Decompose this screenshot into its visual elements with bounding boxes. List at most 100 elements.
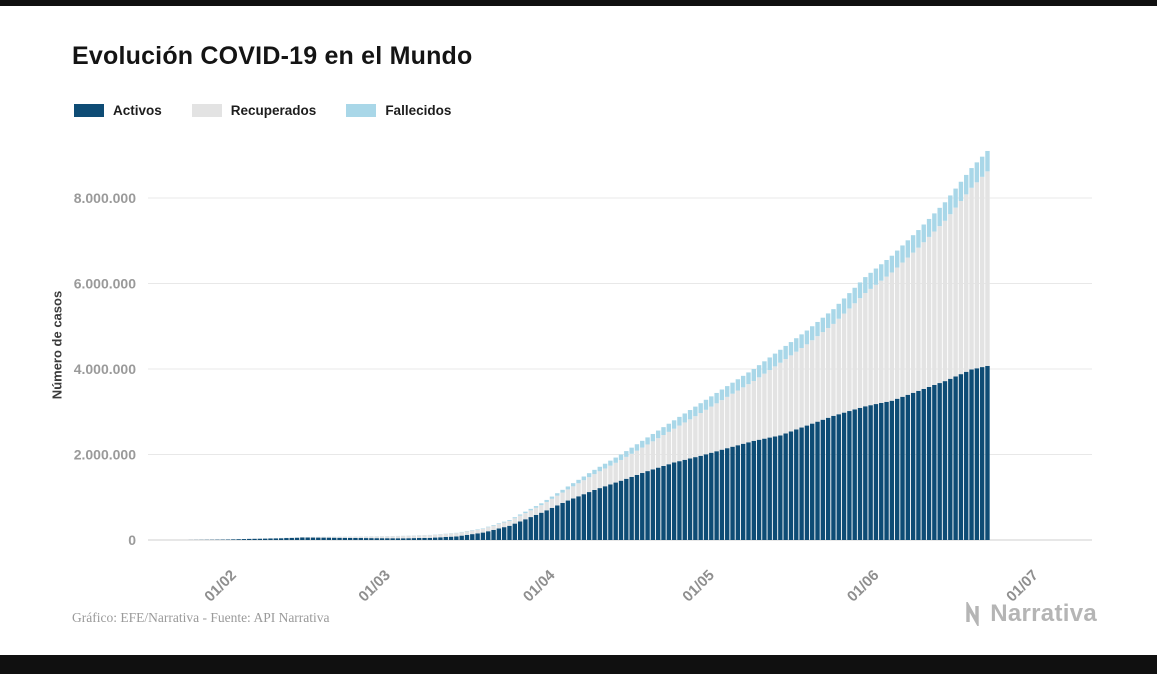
bar-recuperados — [873, 284, 879, 405]
bar-fallecidos — [655, 430, 661, 439]
bar-activos — [624, 478, 629, 540]
bar-recuperados — [804, 344, 810, 426]
bar-recuperados — [533, 507, 539, 515]
bar-fallecidos — [666, 423, 672, 432]
bar-recuperados — [501, 522, 507, 528]
bar-fallecidos — [942, 202, 948, 221]
bar-fallecidos — [910, 235, 916, 253]
bar-activos — [337, 537, 342, 540]
bar-activos — [289, 537, 294, 540]
bar-activos — [231, 539, 236, 540]
x-tick-label: 01/02 — [201, 567, 240, 606]
bar-recuperados — [427, 535, 433, 538]
bar-activos — [767, 437, 772, 540]
bar-activos — [252, 538, 257, 540]
bar-activos — [740, 443, 746, 540]
bar-recuperados — [571, 486, 576, 499]
bar-recuperados — [900, 262, 905, 397]
bar-recuperados — [528, 510, 533, 518]
bar-fallecidos — [735, 379, 741, 391]
bar-activos — [273, 538, 278, 540]
bar-recuperados — [592, 474, 597, 490]
bar-activos — [517, 521, 523, 540]
bar-recuperados — [560, 492, 565, 503]
bar-activos — [427, 537, 433, 540]
bar-recuperados — [836, 318, 841, 415]
legend-swatch-recuperados — [191, 104, 222, 117]
bar-activos — [916, 390, 921, 540]
bar-recuperados — [698, 413, 703, 456]
bar-recuperados — [985, 171, 990, 366]
bar-recuperados — [353, 536, 358, 538]
bar-activos — [687, 458, 693, 540]
bar-activos — [422, 537, 427, 540]
y-tick-label: 2.000.000 — [74, 447, 136, 463]
bar-activos — [884, 401, 889, 540]
bar-activos — [645, 471, 650, 540]
bar-activos — [326, 537, 332, 540]
bar-recuperados — [953, 207, 958, 377]
bar-recuperados — [767, 370, 772, 438]
bar-recuperados — [857, 298, 863, 408]
bar-fallecidos — [756, 365, 762, 378]
bar-activos — [597, 488, 602, 540]
bar-recuperados — [746, 384, 751, 443]
bar-recuperados — [321, 536, 326, 538]
bar-activos — [926, 386, 932, 540]
bar-recuperados — [459, 532, 464, 536]
bar-activos — [411, 538, 417, 540]
bar-recuperados — [517, 515, 523, 522]
bar-recuperados — [709, 406, 714, 453]
bar-recuperados — [310, 537, 316, 538]
bar-recuperados — [624, 456, 629, 479]
bar-activos — [879, 402, 884, 540]
bar-recuperados — [454, 533, 459, 537]
bar-recuperados — [581, 480, 587, 495]
bar-activos — [464, 534, 470, 540]
bar-recuperados — [788, 355, 794, 432]
bar-fallecidos — [879, 264, 884, 281]
bar-activos — [459, 535, 464, 540]
bar-recuperados — [602, 468, 608, 487]
bar-recuperados — [539, 505, 544, 513]
bar-activos — [284, 538, 289, 540]
bar-activos — [305, 537, 310, 540]
bar-activos — [677, 461, 682, 540]
bar-recuperados — [921, 242, 926, 389]
bar-fallecidos — [905, 240, 911, 258]
bar-fallecidos — [932, 213, 937, 232]
bar-activos — [613, 482, 618, 540]
bar-activos — [730, 446, 735, 540]
y-tick-label: 6.000.000 — [74, 276, 136, 292]
bar-recuperados — [443, 533, 448, 537]
bar-recuperados — [974, 182, 980, 369]
bar-activos — [443, 536, 448, 540]
bar-fallecidos — [953, 188, 958, 208]
bar-activos — [385, 538, 390, 540]
bar-recuperados — [889, 272, 895, 401]
bar-activos — [395, 538, 401, 540]
bar-activos — [523, 519, 528, 540]
bar-recuperados — [799, 348, 804, 428]
narrativa-n-icon — [966, 602, 979, 626]
bar-activos — [379, 538, 385, 540]
bar-fallecidos — [539, 503, 544, 506]
bar-recuperados — [618, 459, 624, 481]
legend-label-activos: Activos — [113, 103, 162, 118]
x-tick-label: 01/04 — [520, 566, 559, 605]
bar-recuperados — [432, 534, 438, 538]
bar-fallecidos — [889, 255, 895, 273]
bar-activos — [804, 425, 810, 540]
bar-recuperados — [549, 498, 555, 508]
bar-fallecidos — [560, 489, 565, 493]
bar-activos — [560, 502, 565, 540]
bar-fallecidos — [703, 399, 709, 410]
bar-activos — [762, 438, 767, 540]
bar-recuperados — [406, 535, 411, 539]
bar-activos — [958, 374, 964, 540]
bar-fallecidos — [868, 272, 873, 289]
bar-activos — [783, 433, 788, 540]
bar-recuperados — [385, 536, 390, 539]
bar-activos — [661, 465, 666, 540]
bar-fallecidos — [873, 268, 879, 285]
